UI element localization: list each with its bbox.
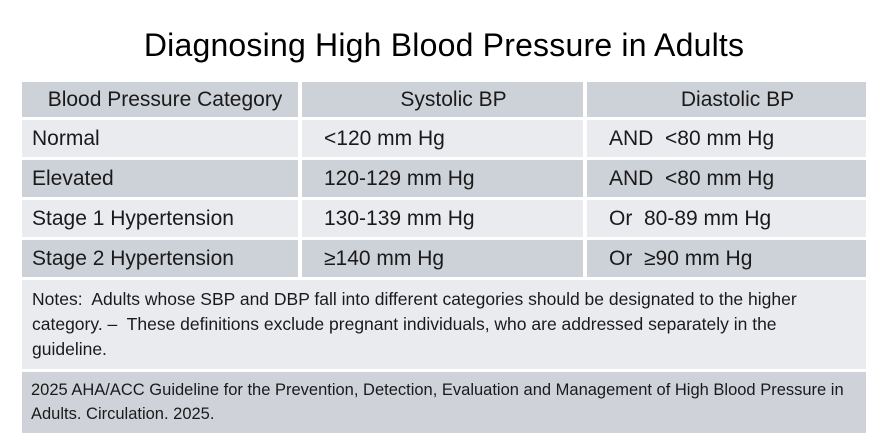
- cell-systolic: ≥140 mm Hg: [302, 240, 583, 277]
- table-row-stage2: Stage 2 Hypertension ≥140 mm Hg Or ≥90 m…: [22, 240, 866, 277]
- cell-category: Stage 1 Hypertension: [22, 200, 298, 237]
- cell-diastolic: AND <80 mm Hg: [587, 120, 866, 157]
- header-cell-diastolic: Diastolic BP: [587, 82, 866, 117]
- cell-systolic: <120 mm Hg: [302, 120, 583, 157]
- header-cell-systolic: Systolic BP: [302, 82, 583, 117]
- cell-systolic: 130-139 mm Hg: [302, 200, 583, 237]
- notes-text: Notes: Adults whose SBP and DBP fall int…: [22, 280, 866, 369]
- cell-category: Normal: [22, 120, 298, 157]
- table-header-row: Blood Pressure Category Systolic BP Dias…: [22, 82, 866, 117]
- cell-diastolic: Or ≥90 mm Hg: [587, 240, 866, 277]
- page-title: Diagnosing High Blood Pressure in Adults: [143, 27, 745, 63]
- table-row-normal: Normal <120 mm Hg AND <80 mm Hg: [22, 120, 866, 157]
- cell-category: Elevated: [22, 160, 298, 197]
- cell-diastolic: Or 80-89 mm Hg: [587, 200, 866, 237]
- cell-diastolic: AND <80 mm Hg: [587, 160, 866, 197]
- cell-category: Stage 2 Hypertension: [22, 240, 298, 277]
- blood-pressure-table: Blood Pressure Category Systolic BP Dias…: [22, 82, 866, 434]
- cell-systolic: 120-129 mm Hg: [302, 160, 583, 197]
- table-row-stage1: Stage 1 Hypertension 130-139 mm Hg Or 80…: [22, 200, 866, 237]
- source-citation: 2025 AHA/ACC Guideline for the Preventio…: [22, 371, 866, 434]
- header-cell-category: Blood Pressure Category: [22, 82, 298, 117]
- table-row-elevated: Elevated 120-129 mm Hg AND <80 mm Hg: [22, 160, 866, 197]
